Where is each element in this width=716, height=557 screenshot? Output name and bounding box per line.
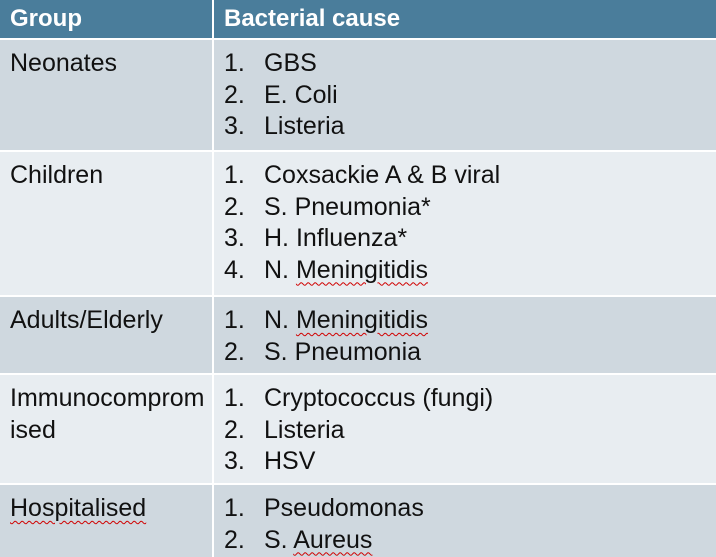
cause-text: Cryptococcus (fungi)	[264, 384, 494, 412]
group-cell: Hospitalised	[0, 483, 214, 557]
group-cell: Children	[0, 150, 214, 296]
list-item: 3. H. Influenza*	[224, 223, 710, 255]
cause-text: Pseudomonas	[264, 494, 424, 522]
cause-list: 1. N. Meningitidis 2. S. Pneumonia	[224, 305, 710, 368]
list-item: 1. GBS	[224, 48, 710, 80]
list-item: 3. Listeria	[224, 111, 710, 143]
cause-text: E. Coli	[264, 80, 338, 109]
list-item: 2. E. Coli	[224, 80, 710, 112]
list-item: 3. HSV	[224, 446, 710, 478]
list-item: 1. Coxsackie A & B viral	[224, 160, 710, 192]
list-number: 2.	[224, 415, 245, 444]
cause-text: Coxsackie A & B viral	[264, 161, 501, 189]
list-number: 2.	[224, 337, 245, 366]
cause-list: 1. Pseudomonas 2. S. Aureus	[224, 493, 710, 556]
list-item: 2. S. Aureus	[224, 525, 710, 557]
spellcheck-flagged-word: Hospitalised	[10, 494, 147, 522]
cause-text: N. Meningitidis	[264, 255, 428, 287]
list-number: 2.	[224, 192, 245, 221]
list-number: 3.	[224, 112, 245, 140]
list-item: 1. Pseudomonas	[224, 493, 710, 525]
cause-cell: 1. GBS 2. E. Coli 3. Listeria	[213, 38, 716, 151]
list-number: 1.	[224, 49, 245, 77]
cause-cell: 1. N. Meningitidis 2. S. Pneumonia	[213, 295, 716, 374]
list-number: 2.	[224, 525, 245, 554]
header-row: Group Bacterial cause	[0, 0, 716, 39]
cause-list: 1. GBS 2. E. Coli 3. Listeria	[224, 48, 710, 143]
list-number: 3.	[224, 447, 245, 475]
spellcheck-flagged-word: Meningitidis	[295, 306, 428, 334]
table-row: Hospitalised 1. Pseudomonas 2. S. Aureus	[0, 483, 716, 557]
cause-text: S. Pneumonia	[264, 337, 422, 366]
list-number: 4.	[224, 255, 245, 284]
list-item: 2. S. Pneumonia*	[224, 192, 710, 224]
cause-text: Listeria	[264, 112, 345, 140]
spellcheck-flagged-word: Aureus	[293, 525, 373, 554]
list-item: 4. N. Meningitidis	[224, 255, 710, 287]
list-number: 1.	[224, 384, 245, 412]
cause-text: H. Influenza*	[264, 224, 408, 252]
table-row: Neonates 1. GBS 2. E. Coli 3. Listeria	[0, 38, 716, 151]
table-row: Immunocompromised 1. Cryptococcus (fungi)…	[0, 373, 716, 484]
list-item: 2. S. Pneumonia	[224, 337, 710, 369]
cause-list: 1. Coxsackie A & B viral 2. S. Pneumonia* …	[224, 160, 710, 286]
list-item: 1. Cryptococcus (fungi)	[224, 383, 710, 415]
list-item: 1. N. Meningitidis	[224, 305, 710, 337]
group-cell: Immunocompromised	[0, 373, 214, 484]
list-number: 3.	[224, 224, 245, 252]
header-bacterial-cause: Bacterial cause	[213, 0, 716, 39]
table-row: Adults/Elderly 1. N. Meningitidis 2. S. Pn…	[0, 295, 716, 374]
header-group: Group	[0, 0, 214, 39]
list-number: 1.	[224, 494, 245, 522]
cause-text: N. Meningitidis	[264, 305, 428, 337]
cause-text: Listeria	[264, 415, 345, 444]
list-item: 2. Listeria	[224, 415, 710, 447]
group-cell: Adults/Elderly	[0, 295, 214, 374]
group-cell: Neonates	[0, 38, 214, 151]
cause-cell: 1. Pseudomonas 2. S. Aureus	[213, 483, 716, 557]
cause-text-prefix: S.	[264, 525, 294, 554]
cause-cell: 1. Coxsackie A & B viral 2. S. Pneumonia* …	[213, 150, 716, 296]
cause-text: HSV	[264, 447, 316, 475]
cause-text: S. Aureus	[264, 525, 372, 557]
table-row: Children 1. Coxsackie A & B viral 2. S. Pn…	[0, 150, 716, 296]
cause-text: S. Pneumonia*	[264, 192, 431, 221]
cause-list: 1. Cryptococcus (fungi) 2. Listeria 3. HSV	[224, 383, 710, 478]
cause-cell: 1. Cryptococcus (fungi) 2. Listeria 3. HSV	[213, 373, 716, 484]
list-number: 1.	[224, 161, 245, 189]
list-number: 1.	[224, 306, 245, 334]
cause-text: GBS	[264, 49, 317, 77]
cause-text-prefix: N.	[264, 255, 296, 284]
cause-text-prefix: N.	[264, 306, 296, 334]
list-number: 2.	[224, 80, 245, 109]
spellcheck-flagged-word: Meningitidis	[295, 255, 428, 284]
